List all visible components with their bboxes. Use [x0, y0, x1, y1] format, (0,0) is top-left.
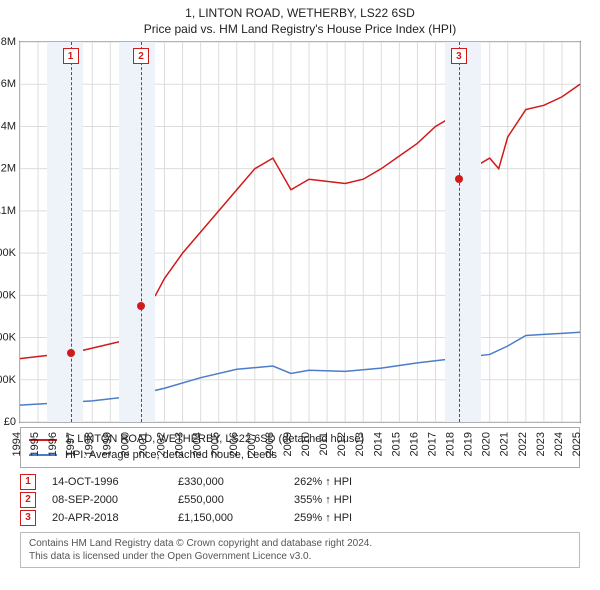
svg-text:2021: 2021: [499, 432, 511, 456]
svg-text:£200K: £200K: [0, 374, 17, 386]
svg-text:£400K: £400K: [0, 332, 17, 344]
svg-text:1997: 1997: [65, 432, 77, 456]
sale-hpi: 262% ↑ HPI: [294, 476, 352, 488]
svg-text:£600K: £600K: [0, 290, 17, 302]
svg-text:2022: 2022: [517, 432, 529, 456]
sale-dot-1: [67, 349, 75, 357]
sale-price: £330,000: [178, 476, 278, 488]
svg-text:1999: 1999: [101, 432, 113, 456]
svg-text:2006: 2006: [228, 432, 240, 456]
svg-text:2015: 2015: [390, 432, 402, 456]
svg-text:1995: 1995: [29, 432, 41, 456]
svg-text:2010: 2010: [300, 432, 312, 456]
svg-text:2004: 2004: [192, 432, 204, 456]
svg-text:£0: £0: [4, 416, 16, 428]
svg-text:£1.6M: £1.6M: [0, 78, 16, 90]
svg-text:1996: 1996: [47, 432, 59, 456]
sale-hpi: 259% ↑ HPI: [294, 512, 352, 524]
sale-date: 14-OCT-1996: [52, 476, 162, 488]
svg-text:2009: 2009: [282, 432, 294, 456]
sale-row-marker: 3: [20, 510, 36, 526]
svg-text:2014: 2014: [372, 432, 384, 456]
svg-text:2024: 2024: [553, 432, 565, 456]
sale-marker-1: 1: [63, 48, 79, 64]
title-line2: Price paid vs. HM Land Registry's House …: [6, 22, 594, 38]
chart-svg: £0£200K£400K£600K£800K£1M£1.2M£1.4M£1.6M…: [20, 42, 580, 422]
svg-text:2016: 2016: [408, 432, 420, 456]
svg-text:1998: 1998: [83, 432, 95, 456]
sale-price: £550,000: [178, 494, 278, 506]
sale-marker-2: 2: [133, 48, 149, 64]
svg-text:£1M: £1M: [0, 205, 16, 217]
svg-text:2019: 2019: [463, 432, 475, 456]
svg-text:2025: 2025: [571, 432, 583, 456]
svg-text:2020: 2020: [481, 432, 493, 456]
footer-line2: This data is licensed under the Open Gov…: [29, 550, 571, 563]
sale-row-2: 2 08-SEP-2000 £550,000 355% ↑ HPI: [20, 492, 580, 508]
svg-text:£1.8M: £1.8M: [0, 36, 16, 48]
sale-row-1: 1 14-OCT-1996 £330,000 262% ↑ HPI: [20, 474, 580, 490]
svg-text:2011: 2011: [318, 432, 330, 456]
sale-row-marker: 2: [20, 492, 36, 508]
svg-text:1994: 1994: [11, 432, 23, 456]
svg-text:2005: 2005: [210, 432, 222, 456]
svg-text:£1.2M: £1.2M: [0, 163, 16, 175]
sale-date: 08-SEP-2000: [52, 494, 162, 506]
sale-marker-3: 3: [451, 48, 467, 64]
title-line1: 1, LINTON ROAD, WETHERBY, LS22 6SD: [6, 6, 594, 22]
sale-row-3: 3 20-APR-2018 £1,150,000 259% ↑ HPI: [20, 510, 580, 526]
svg-text:2013: 2013: [354, 432, 366, 456]
sale-price: £1,150,000: [178, 512, 278, 524]
svg-text:2000: 2000: [119, 432, 131, 456]
svg-text:2017: 2017: [426, 432, 438, 456]
chart-title: 1, LINTON ROAD, WETHERBY, LS22 6SD Price…: [6, 6, 594, 37]
sale-hpi: 355% ↑ HPI: [294, 494, 352, 506]
svg-text:2001: 2001: [137, 432, 149, 456]
price-chart: £0£200K£400K£600K£800K£1M£1.2M£1.4M£1.6M…: [19, 41, 581, 423]
svg-text:2003: 2003: [174, 432, 186, 456]
svg-text:2008: 2008: [264, 432, 276, 456]
sales-list: 1 14-OCT-1996 £330,000 262% ↑ HPI 2 08-SEP-20…: [20, 474, 580, 526]
footer: Contains HM Land Registry data © Crown c…: [20, 532, 580, 568]
sale-row-marker: 1: [20, 474, 36, 490]
svg-text:2012: 2012: [336, 432, 348, 456]
svg-text:£1.4M: £1.4M: [0, 121, 16, 133]
svg-text:£800K: £800K: [0, 247, 17, 259]
svg-text:2018: 2018: [445, 432, 457, 456]
sale-date: 20-APR-2018: [52, 512, 162, 524]
sale-dot-3: [455, 175, 463, 183]
svg-text:2023: 2023: [535, 432, 547, 456]
svg-text:2002: 2002: [156, 432, 168, 456]
svg-text:2007: 2007: [246, 432, 258, 456]
footer-line1: Contains HM Land Registry data © Crown c…: [29, 537, 571, 550]
sale-dot-2: [137, 302, 145, 310]
